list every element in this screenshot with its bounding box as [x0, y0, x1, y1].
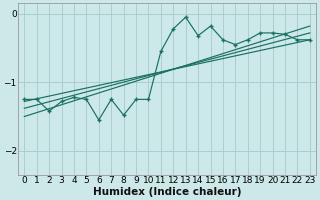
X-axis label: Humidex (Indice chaleur): Humidex (Indice chaleur): [93, 187, 241, 197]
